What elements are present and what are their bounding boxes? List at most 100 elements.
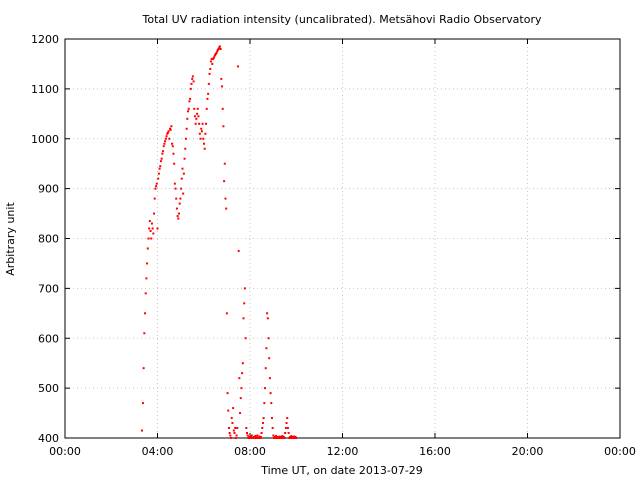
data-point [225, 207, 228, 210]
data-point [205, 107, 208, 110]
data-point [215, 51, 218, 54]
data-point [268, 357, 271, 360]
data-point [144, 312, 147, 315]
chart-title: Total UV radiation intensity (uncalibrat… [142, 13, 542, 26]
data-point [201, 122, 204, 125]
data-point [275, 435, 278, 437]
data-point [280, 437, 283, 439]
data-point [142, 367, 145, 370]
data-point [217, 47, 220, 50]
data-point [207, 92, 210, 95]
data-point [204, 132, 207, 135]
data-point [159, 165, 162, 168]
x-tick-label: 04:00 [142, 445, 174, 458]
data-point [237, 249, 240, 252]
data-point [258, 435, 261, 438]
data-point [158, 167, 161, 170]
data-point [284, 427, 287, 430]
data-point [190, 82, 193, 85]
data-point [233, 432, 236, 435]
data-point [234, 437, 237, 439]
data-point [225, 312, 228, 315]
data-point [295, 437, 298, 439]
data-point [283, 437, 286, 439]
data-point [191, 77, 194, 80]
data-point [257, 437, 260, 439]
data-point [168, 137, 171, 140]
data-point [208, 72, 211, 75]
data-point [146, 262, 149, 265]
x-tick-label: 20:00 [512, 445, 544, 458]
data-point [226, 392, 229, 395]
data-point [286, 427, 289, 430]
data-point [287, 432, 290, 435]
data-point [141, 429, 144, 432]
data-point [241, 362, 244, 365]
data-point [238, 377, 241, 380]
data-point [250, 436, 253, 438]
axis-ticks: 400 500 600 700 800 900 1000 1100 1200 00:00 04:00… [31, 33, 636, 458]
data-point [198, 122, 201, 125]
data-point [289, 437, 292, 439]
data-point [175, 207, 178, 210]
data-point [198, 132, 201, 135]
data-point [274, 437, 277, 439]
data-point [156, 227, 159, 230]
data-point [239, 412, 242, 415]
data-point [209, 60, 212, 63]
data-point [221, 85, 224, 88]
data-point [236, 427, 239, 430]
data-point [172, 152, 175, 155]
data-point [180, 177, 183, 180]
data-point [162, 145, 165, 148]
data-point [157, 172, 160, 175]
data-point [267, 337, 270, 340]
data-point [147, 237, 150, 240]
data-point [235, 434, 238, 437]
data-point [179, 197, 182, 200]
data-point [178, 202, 181, 205]
data-point [144, 292, 147, 295]
data-point [245, 427, 248, 430]
data-point [202, 137, 205, 140]
data-point [183, 157, 186, 160]
data-point [151, 227, 154, 230]
data-point [256, 434, 259, 437]
data-point [193, 115, 196, 118]
data-point [222, 125, 225, 128]
data-point [191, 75, 194, 78]
data-point [171, 142, 174, 145]
data-point [192, 80, 195, 83]
data-point [292, 437, 295, 439]
data-point [189, 87, 192, 90]
data-point [173, 182, 176, 185]
data-point [193, 107, 196, 110]
data-point [219, 47, 222, 50]
data-point [266, 312, 269, 315]
data-point [148, 227, 151, 230]
data-point [232, 407, 235, 410]
data-point [277, 437, 280, 439]
data-point [155, 185, 158, 188]
data-point [184, 147, 187, 150]
data-point [202, 142, 205, 145]
data-point [173, 162, 176, 165]
data-point [243, 302, 246, 305]
data-point [250, 434, 253, 437]
data-point [253, 437, 256, 439]
data-point [212, 56, 215, 59]
data-point [262, 417, 265, 420]
data-point [200, 130, 203, 133]
data-point [266, 317, 269, 320]
data-point [194, 122, 197, 125]
data-point [268, 377, 271, 380]
y-tick-label: 700 [38, 282, 59, 295]
data-point [216, 50, 219, 53]
data-point [182, 192, 185, 195]
data-point [146, 247, 149, 250]
x-tick-label: 12:00 [327, 445, 359, 458]
data-point [157, 177, 160, 180]
data-point [261, 422, 264, 425]
data-point [181, 167, 184, 170]
